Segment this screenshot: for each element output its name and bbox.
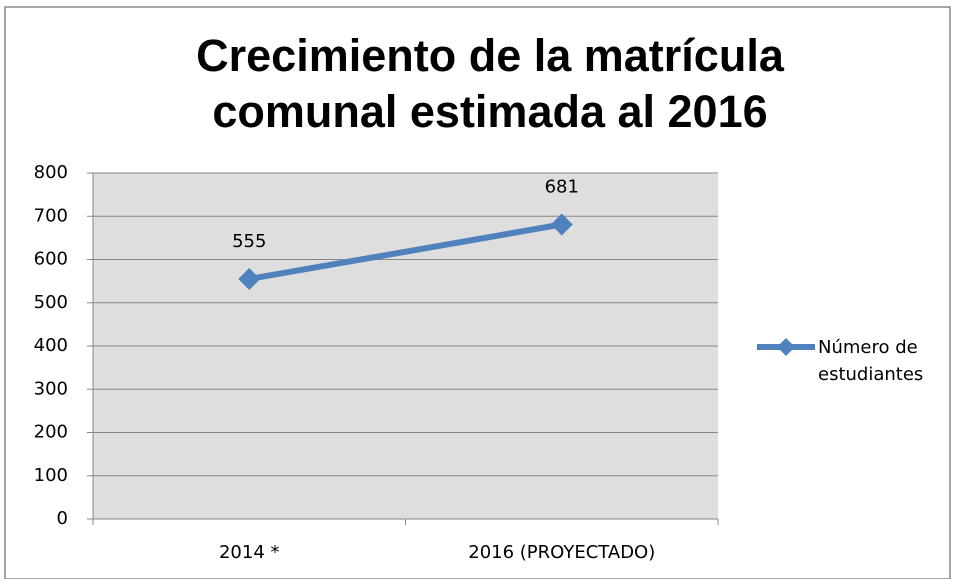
y-tick-label: 0 xyxy=(57,508,68,529)
y-tick-label: 300 xyxy=(34,378,68,399)
data-label: 555 xyxy=(232,231,266,252)
y-tick-label: 700 xyxy=(34,205,68,226)
y-tick-label: 800 xyxy=(34,162,68,183)
x-tick-label: 2016 (PROYECTADO) xyxy=(468,542,655,563)
point-marker xyxy=(238,267,261,290)
chart-title: Crecimiento de la matrícula comunal esti… xyxy=(196,30,784,137)
point-marker xyxy=(550,213,573,236)
y-tick-label: 600 xyxy=(34,249,68,270)
data-label: 681 xyxy=(545,176,579,197)
y-tick-label: 100 xyxy=(34,465,68,486)
legend-label: Número de estudiantes xyxy=(818,337,924,385)
y-tick-label: 200 xyxy=(34,422,68,443)
x-tick-label: 2014 * xyxy=(219,542,280,563)
legend-marker xyxy=(777,338,795,356)
series-line xyxy=(248,221,563,282)
y-tick-label: 500 xyxy=(34,292,68,313)
y-tick-label: 400 xyxy=(34,335,68,356)
